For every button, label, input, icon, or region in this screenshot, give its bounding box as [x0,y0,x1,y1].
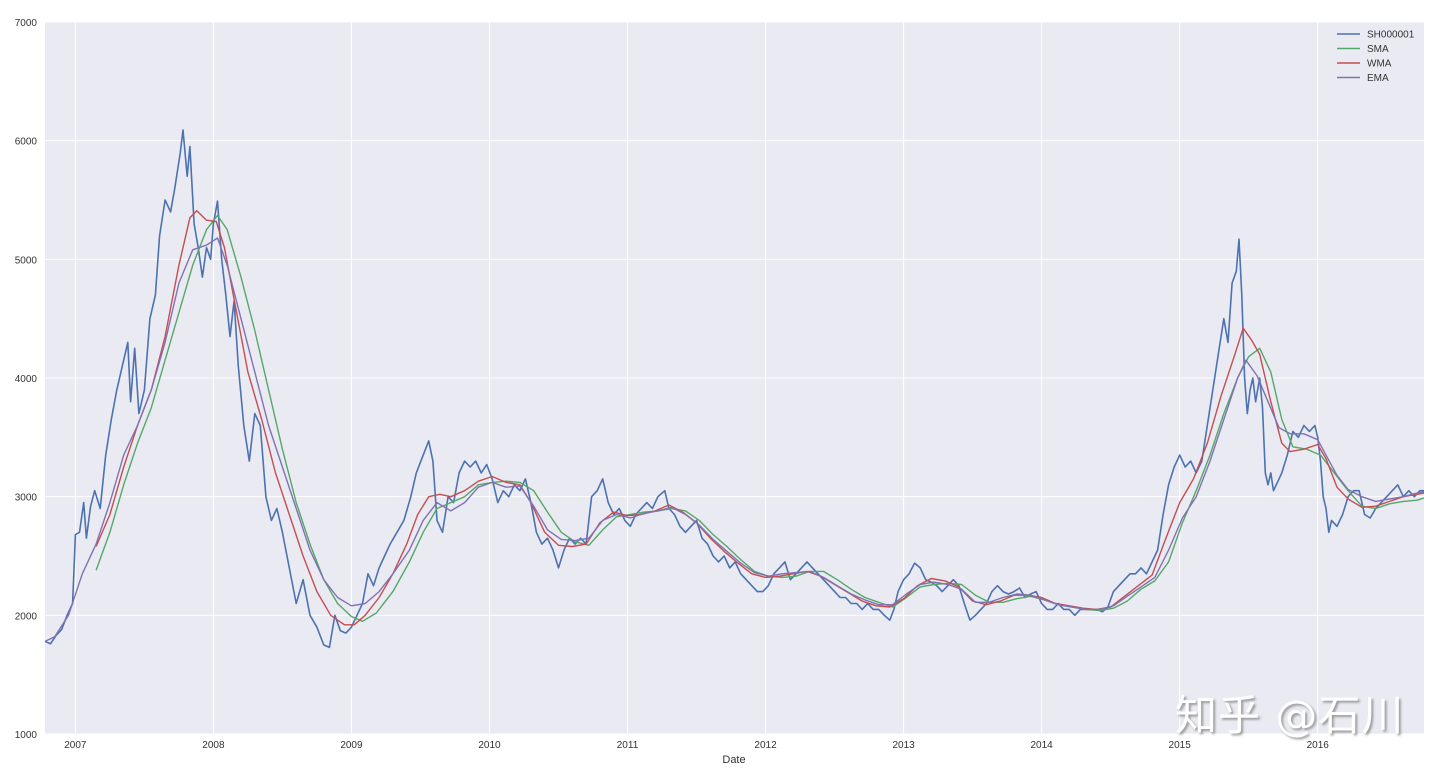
legend-label: SMA [1367,44,1389,55]
y-tick-label: 3000 [15,493,38,504]
x-tick-label: 2010 [478,740,501,751]
legend-label: SH000001 [1367,30,1415,41]
series-line-sh000001 [44,129,1424,649]
x-tick-label: 2013 [892,740,915,751]
legend: SH000001 SMA WMA EMA [1330,26,1420,88]
x-tick-label: 2012 [754,740,777,751]
x-axis-ticks: 2007 2008 2009 2010 2011 2012 2013 2014 2015 2016 [64,740,1329,751]
x-tick-label: 2011 [617,740,639,751]
x-tick-label: 2015 [1169,740,1192,751]
y-axis-ticks: 1000 2000 3000 4000 5000 6000 7000 [15,18,38,741]
y-tick-label: 5000 [15,255,38,266]
x-axis-label: Date [722,754,745,766]
series-line-ema [44,237,1425,643]
series-line-wma [95,209,1425,626]
gridlines [45,21,1424,735]
series-lines [44,129,1425,649]
y-tick-label: 4000 [15,374,38,385]
x-tick-label: 2009 [340,740,363,751]
x-tick-label: 2014 [1031,740,1054,751]
legend-label: WMA [1367,59,1392,70]
y-tick-label: 6000 [15,137,38,148]
watermark: 知乎 @石川 [1175,691,1405,740]
x-tick-label: 2016 [1307,740,1330,751]
legend-label: EMA [1367,73,1389,84]
y-tick-label: 7000 [15,18,38,29]
x-tick-label: 2008 [202,740,225,751]
x-tick-label: 2007 [64,740,87,751]
y-tick-label: 2000 [15,611,38,622]
y-tick-label: 1000 [15,730,38,741]
